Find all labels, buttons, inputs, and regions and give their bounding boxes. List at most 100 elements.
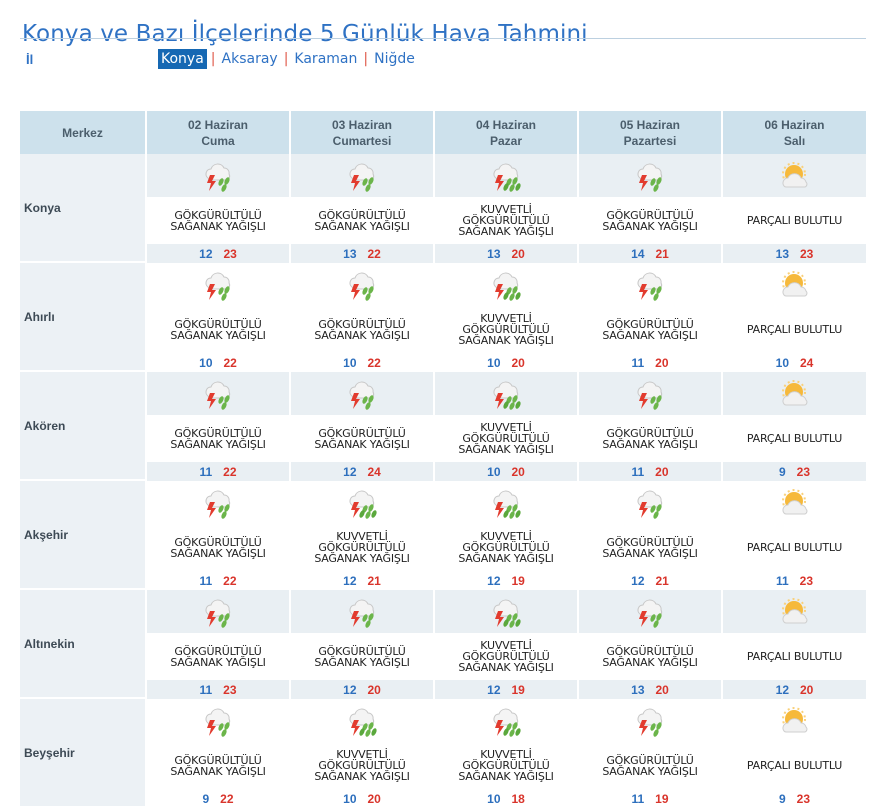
min-temperature: 14 [631, 246, 645, 261]
description-line: GÖKGÜRÜLTÜLÜ [606, 208, 694, 222]
description-line: GÖKGÜRÜLTÜLÜ [462, 214, 550, 227]
table-row-descriptions: GÖKGÜRÜLTÜLÜ SAĞANAK YAĞIŞLI GÖKGÜRÜLTÜLÜ S… [20, 415, 866, 462]
max-temperature: 18 [511, 791, 525, 806]
max-temperature: 19 [655, 791, 669, 806]
day-date: 06 Haziran [764, 117, 825, 132]
day-weekday: Pazar [489, 133, 523, 148]
min-temperature: 12 [631, 573, 645, 588]
description-line: SAĞANAK YAĞIŞLI [314, 655, 410, 669]
thunderstorm-icon [291, 372, 435, 415]
max-temperature: 20 [367, 791, 381, 806]
temperature-cell: 13 23 [723, 244, 866, 263]
temperature-cell: 11 19 [579, 789, 723, 808]
weather-description: GÖKGÜRÜLTÜLÜ SAĞANAK YAĞIŞLI [291, 415, 435, 462]
temperature-cell: 12 23 [147, 244, 291, 263]
description-line: GÖKGÜRÜLTÜLÜ [174, 753, 262, 767]
table-row-icons: Akören [20, 372, 866, 481]
description-line: SAĞANAK YAĞIŞLI [170, 546, 266, 560]
day-header: 04 Haziran Pazar [435, 111, 579, 154]
min-temperature: 12 [343, 464, 357, 479]
min-temperature: 11 [775, 573, 789, 588]
heavy-thunderstorm-icon [435, 263, 579, 306]
description-line: GÖKGÜRÜLTÜLÜ [606, 426, 694, 440]
weather-description: GÖKGÜRÜLTÜLÜ SAĞANAK YAĞIŞLI [147, 415, 291, 462]
description-line: KUVVETLİ [480, 530, 532, 543]
table-row-descriptions: GÖKGÜRÜLTÜLÜ SAĞANAK YAĞIŞLI GÖKGÜRÜLTÜLÜ S… [20, 633, 866, 680]
min-temperature: 9 [778, 791, 786, 806]
table-row-icons: Altınekin [20, 590, 866, 699]
min-temperature: 12 [487, 573, 501, 588]
weather-description: GÖKGÜRÜLTÜLÜ SAĞANAK YAĞIŞLI [147, 197, 291, 244]
day-weekday: Cuma [201, 133, 235, 148]
partly-cloudy-icon [723, 263, 866, 306]
min-temperature: 13 [487, 246, 501, 261]
description-line: GÖKGÜRÜLTÜLÜ [462, 323, 550, 336]
description-line: PARÇALI BULUTLU [746, 650, 843, 663]
day-date: 03 Haziran [331, 117, 393, 132]
min-temperature: 11 [199, 682, 213, 697]
description-line: KUVVETLİ [480, 203, 532, 216]
description-line: SAĞANAK YAĞIŞLI [314, 437, 410, 451]
max-temperature: 22 [223, 355, 237, 370]
description-line: GÖKGÜRÜLTÜLÜ [174, 535, 262, 549]
province-link-aksaray[interactable]: Aksaray [221, 51, 278, 67]
min-temperature: 9 [778, 464, 786, 479]
max-temperature: 24 [800, 355, 814, 370]
min-temperature: 10 [487, 791, 501, 806]
thunderstorm-icon [147, 590, 291, 633]
description-line: GÖKGÜRÜLTÜLÜ [318, 541, 406, 554]
province-nav: Konya | Aksaray | Karaman | Niğde [158, 49, 417, 69]
province-link-niğde[interactable]: Niğde [374, 51, 415, 67]
temperature-cell: 12 19 [435, 680, 579, 699]
heavy-thunderstorm-icon [435, 481, 579, 524]
min-temperature: 12 [199, 246, 213, 261]
weather-description: GÖKGÜRÜLTÜLÜ SAĞANAK YAĞIŞLI [579, 197, 723, 244]
min-temperature: 11 [199, 464, 213, 479]
min-temperature: 10 [487, 464, 501, 479]
table-row-icons: Konya [20, 154, 866, 263]
min-temperature: 10 [199, 355, 213, 370]
description-line: GÖKGÜRÜLTÜLÜ [606, 644, 694, 658]
description-line: SAĞANAK YAĞIŞLI [602, 546, 698, 560]
description-line: SAĞANAK YAĞIŞLI [602, 219, 698, 233]
temperature-cell: 12 19 [435, 571, 579, 590]
table-header-row: Merkez 02 Haziran Cuma 03 Haziran Cumartesi… [20, 111, 866, 154]
heavy-thunderstorm-icon [291, 699, 435, 742]
temperature-cell: 12 21 [291, 571, 435, 590]
weather-description: PARÇALI BULUTLU [723, 415, 866, 462]
thunderstorm-icon [579, 372, 723, 415]
min-temperature: 12 [343, 573, 357, 588]
province-link-konya[interactable]: Konya [158, 49, 207, 69]
city-name: Konya [20, 154, 147, 263]
day-date: 05 Haziran [619, 117, 681, 132]
max-temperature: 19 [511, 682, 525, 697]
day-header: 02 Haziran Cuma [147, 111, 291, 154]
province-link-karaman[interactable]: Karaman [294, 51, 358, 67]
table-row-descriptions: GÖKGÜRÜLTÜLÜ SAĞANAK YAĞIŞLI GÖKGÜRÜLTÜLÜ S… [20, 197, 866, 244]
description-line: SAĞANAK YAĞIŞLI [458, 443, 554, 456]
table-row-temperatures: 11 22 12 21 12 19 12 21 11 23 [20, 571, 866, 590]
description-line: KUVVETLİ [480, 312, 532, 325]
min-temperature: 9 [202, 791, 210, 806]
city-name: Akşehir [20, 481, 147, 590]
page-title: Konya ve Bazı İlçelerinde 5 Günlük Hava … [22, 21, 588, 48]
forecast-table: Merkez 02 Haziran Cuma 03 Haziran Cumartesi… [20, 111, 866, 808]
description-line: SAĞANAK YAĞIŞLI [602, 655, 698, 669]
max-temperature: 21 [655, 573, 669, 588]
nav-separator: | [210, 51, 216, 67]
max-temperature: 22 [220, 791, 234, 806]
description-line: GÖKGÜRÜLTÜLÜ [174, 644, 262, 658]
description-line: GÖKGÜRÜLTÜLÜ [462, 650, 550, 663]
temperature-cell: 12 24 [291, 462, 435, 481]
corner-header: Merkez [20, 111, 147, 154]
description-line: SAĞANAK YAĞIŞLI [458, 770, 554, 783]
max-temperature: 23 [800, 246, 814, 261]
weather-description: GÖKGÜRÜLTÜLÜ SAĞANAK YAĞIŞLI [147, 633, 291, 680]
nav-separator: | [283, 51, 289, 67]
weather-description: KUVVETLİ GÖKGÜRÜLTÜLÜ SAĞANAK YAĞIŞLI [435, 415, 579, 462]
max-temperature: 21 [655, 246, 669, 261]
city-name: Altınekin [20, 590, 147, 699]
description-line: GÖKGÜRÜLTÜLÜ [318, 208, 406, 222]
description-line: SAĞANAK YAĞIŞLI [602, 328, 698, 342]
description-line: GÖKGÜRÜLTÜLÜ [174, 317, 262, 331]
